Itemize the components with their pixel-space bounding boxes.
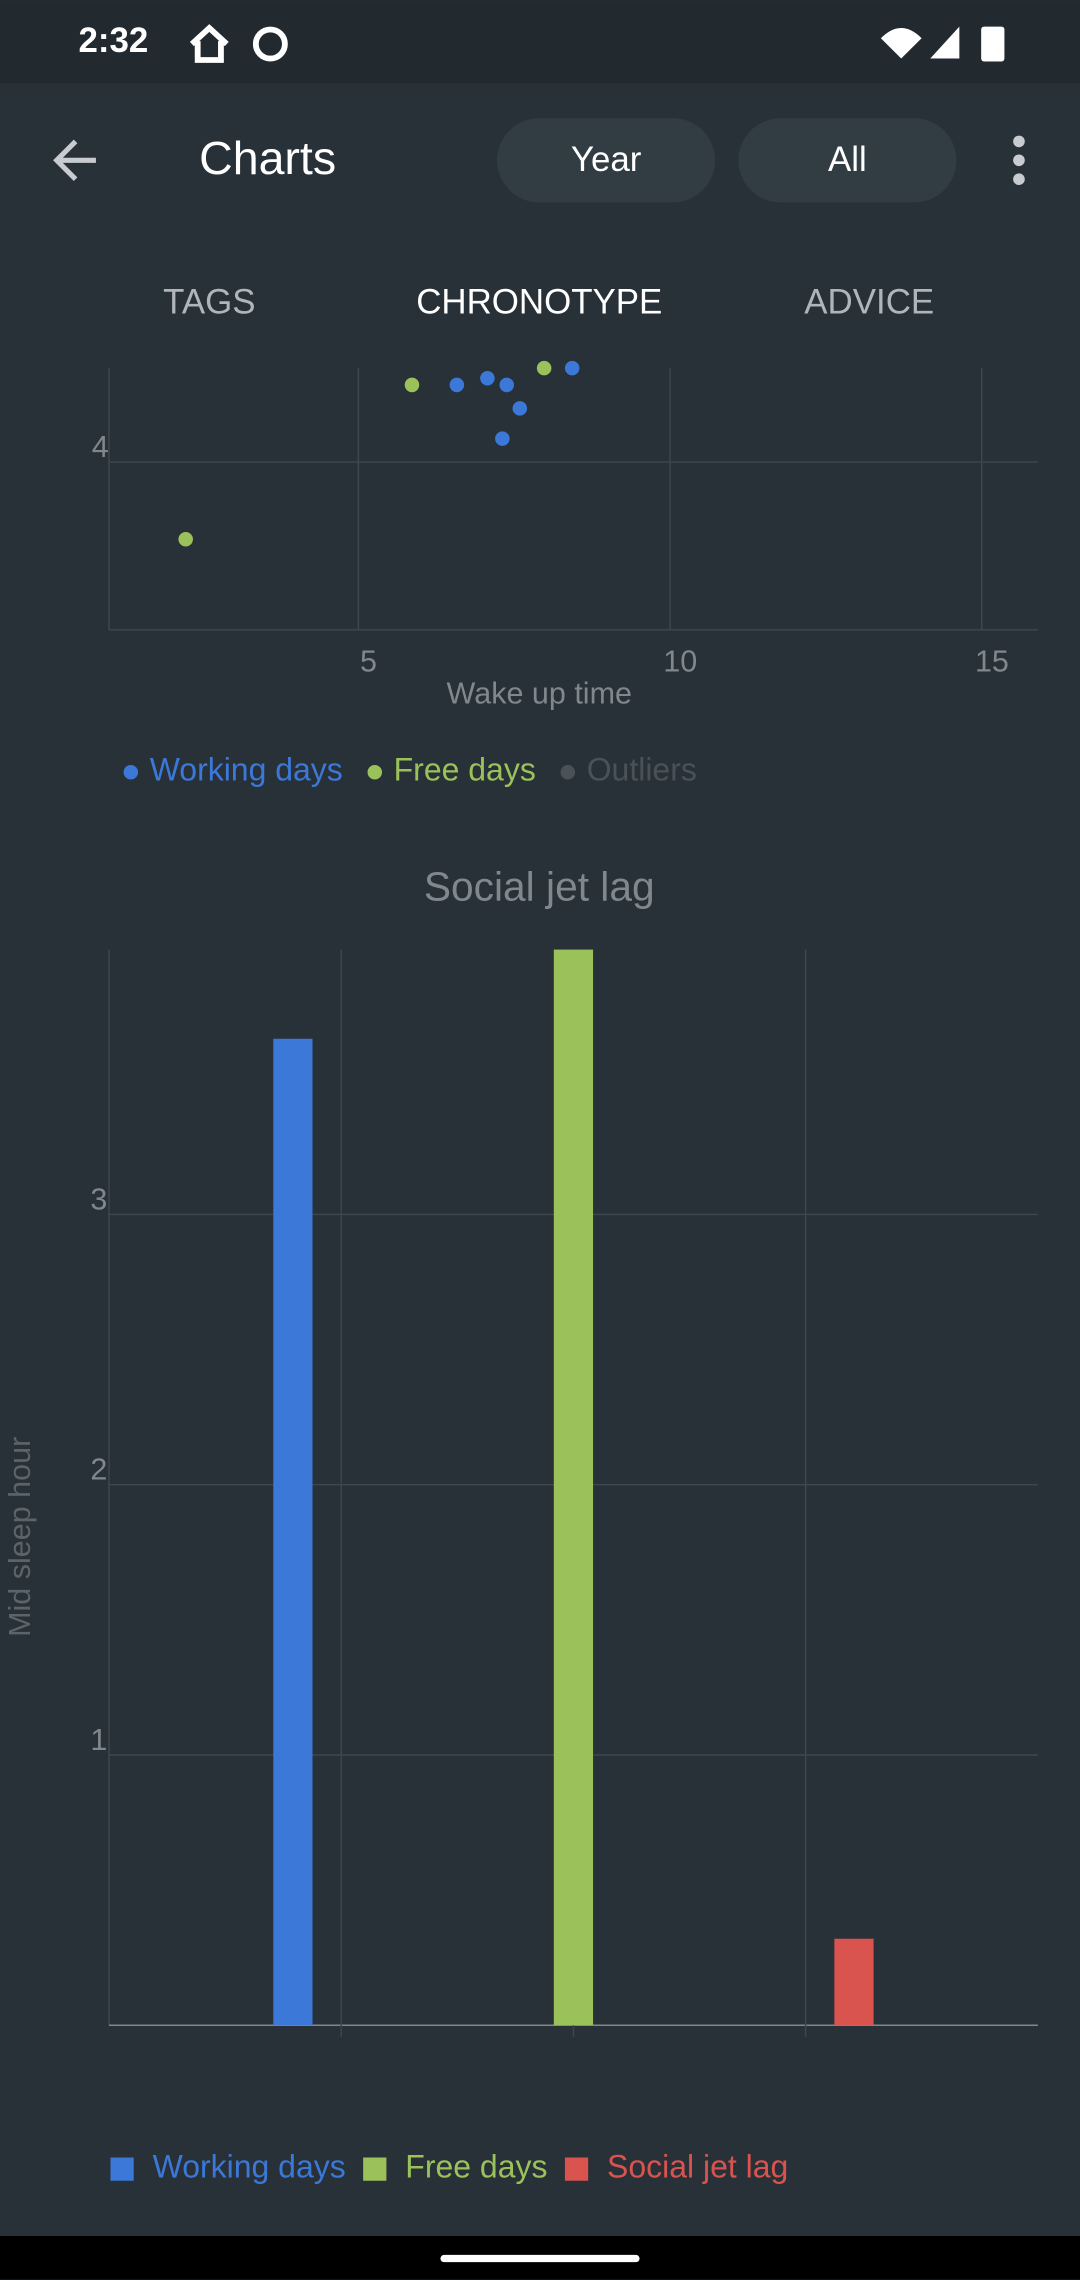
legend-label: Free days	[405, 2149, 547, 2185]
scatter-point	[564, 360, 580, 376]
tab[interactable]: ADVICE	[804, 282, 934, 321]
legend-label: Working days	[153, 2149, 346, 2185]
legend-label: Outliers	[587, 752, 697, 788]
legend-marker	[367, 764, 383, 780]
scatter-point	[178, 531, 193, 547]
chart-title: Social jet lag	[424, 864, 655, 910]
scatter-point	[480, 370, 495, 386]
y-tick-label: 1	[90, 1723, 107, 1757]
status-icon	[252, 26, 288, 62]
wifi-icon	[880, 28, 922, 59]
x-tick-label: 5	[360, 644, 377, 678]
legend-marker	[123, 764, 139, 780]
bar	[553, 949, 594, 2026]
battery-icon	[981, 26, 1005, 62]
scatter-point	[499, 377, 514, 393]
scatter-point	[536, 360, 552, 376]
bar	[273, 1038, 313, 2026]
legend-label: Social jet lag	[607, 2149, 788, 2185]
x-tick-label: 10	[663, 644, 697, 678]
scatter-point	[404, 377, 420, 393]
bar	[834, 1938, 874, 2026]
home-icon	[189, 24, 229, 63]
signal-icon	[930, 26, 960, 59]
x-axis-label: Wake up time	[447, 676, 632, 710]
y-axis-label: Mid sleep hour	[3, 1437, 37, 1637]
all-button[interactable]	[738, 118, 957, 203]
menu-button[interactable]	[1013, 135, 1025, 186]
year-label[interactable]: Year	[571, 140, 642, 179]
x-tick-label: 15	[975, 644, 1009, 678]
tab[interactable]: TAGS	[163, 282, 255, 321]
legend-marker	[564, 2157, 589, 2181]
status-time: 2:32	[78, 21, 148, 60]
back-button[interactable]	[53, 139, 96, 181]
y-tick-label: 4	[92, 430, 109, 464]
y-tick-label: 2	[90, 1453, 107, 1487]
app-title: Charts	[199, 132, 336, 184]
status-bar	[0, 0, 1080, 84]
legend-marker	[363, 2157, 387, 2181]
legend-label: Working days	[150, 752, 343, 788]
tab-selected[interactable]: CHRONOTYPE	[416, 282, 662, 321]
scatter-point	[512, 401, 528, 416]
legend-marker	[560, 764, 576, 780]
year-button[interactable]	[497, 118, 716, 203]
scatter-point	[449, 377, 465, 393]
legend-marker	[110, 2157, 134, 2181]
legend-label: Free days	[394, 752, 536, 788]
charts: 5 10 15 4 Wake up time Working days Free days O…	[3, 360, 1038, 2185]
all-label[interactable]: All	[828, 140, 867, 179]
y-tick-label: 3	[90, 1182, 107, 1216]
scatter-point	[495, 431, 510, 446]
home-handle[interactable]	[440, 2254, 640, 2263]
